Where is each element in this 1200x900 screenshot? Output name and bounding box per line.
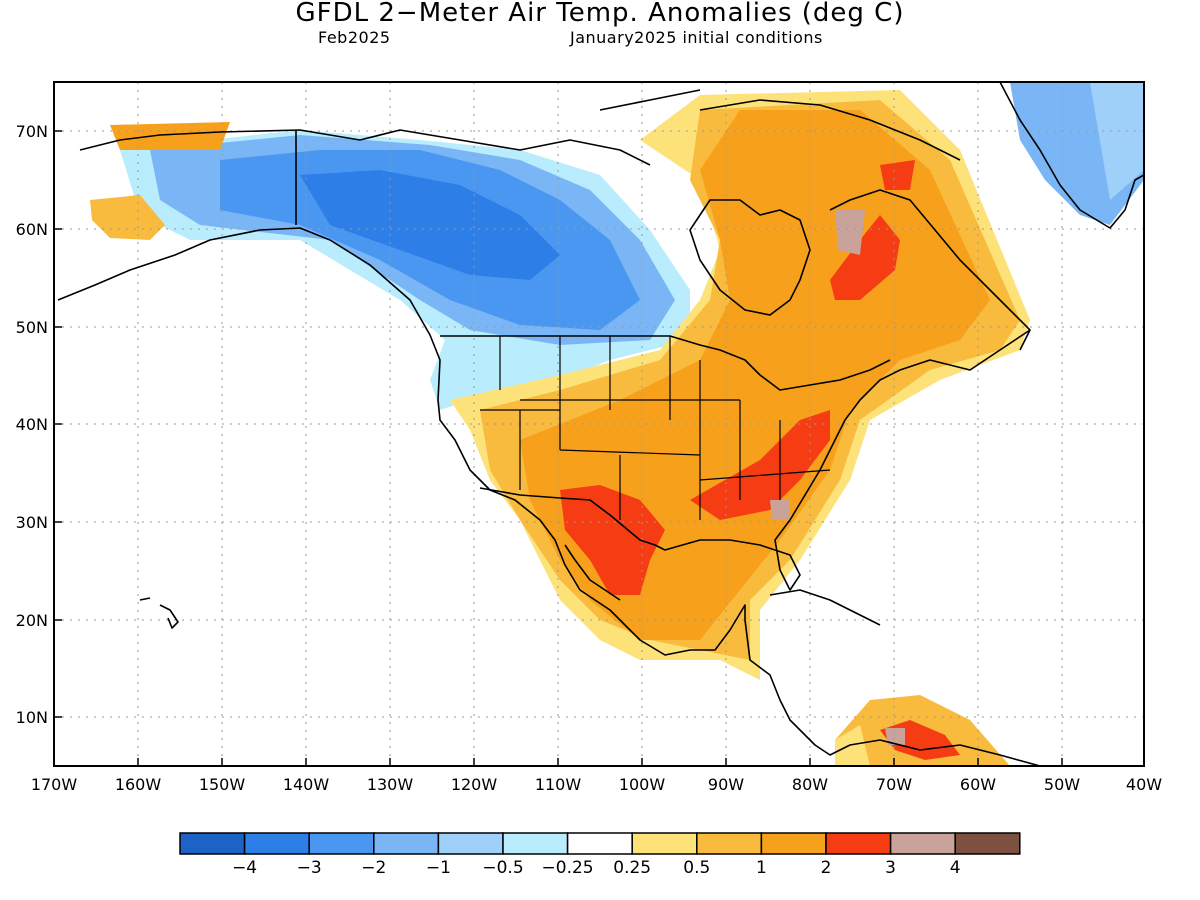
cold-region-core bbox=[300, 170, 560, 280]
colorbar-swatch bbox=[243, 832, 310, 855]
coastline-north-america bbox=[57, 227, 1041, 766]
colorbar-swatch bbox=[760, 832, 827, 855]
colorbar-label: 2 bbox=[821, 858, 832, 878]
colorbar: −4 −3 −2 −1 −0.5 −0.25 0.25 0.5 1 2 3 4 bbox=[179, 832, 1021, 878]
colorbar-swatch bbox=[696, 832, 763, 855]
colorbar-swatch bbox=[825, 832, 892, 855]
lon-label: 170W bbox=[31, 775, 78, 794]
extreme-region-quebec bbox=[835, 210, 865, 255]
hot-region-mexico bbox=[560, 485, 665, 595]
colorbar-label: −2 bbox=[361, 858, 386, 878]
colorbar-swatch bbox=[502, 832, 569, 855]
colorbar-swatch bbox=[179, 832, 246, 855]
coastline-hudson-bay bbox=[689, 199, 811, 316]
hot-region-quebec bbox=[830, 215, 900, 300]
extreme-region-georgia bbox=[770, 500, 790, 520]
lat-label: 30N bbox=[16, 513, 48, 532]
lat-label: 70N bbox=[16, 122, 48, 141]
hot-region-baffin bbox=[880, 160, 915, 190]
colorbar-label: 0.5 bbox=[683, 858, 710, 878]
colorbar-label: 4 bbox=[950, 858, 961, 878]
lon-label: 160W bbox=[115, 775, 162, 794]
colorbar-swatch bbox=[373, 832, 440, 855]
colorbar-swatch bbox=[631, 832, 698, 855]
colorbar-label: −3 bbox=[297, 858, 322, 878]
colorbar-label: 0.25 bbox=[613, 858, 651, 878]
warm-region-south-america-light bbox=[835, 725, 870, 766]
lat-label: 60N bbox=[16, 220, 48, 239]
state-borders bbox=[480, 336, 831, 520]
lat-gridlines bbox=[54, 130, 1144, 718]
coastline-gulf bbox=[564, 329, 1031, 601]
colorbar-swatch bbox=[889, 832, 956, 855]
border-us-mexico bbox=[479, 487, 656, 546]
coastline-arctic bbox=[79, 89, 961, 166]
coastline-hawaii bbox=[139, 597, 179, 629]
lon-label: 100W bbox=[619, 775, 666, 794]
cold-region-greenland-light bbox=[1090, 82, 1144, 200]
coastline-cuba bbox=[769, 589, 881, 626]
initial-conditions-label: January2025 initial conditions bbox=[570, 28, 823, 47]
colorbar-swatch bbox=[566, 832, 633, 855]
lon-label: 150W bbox=[199, 775, 246, 794]
lon-label: 40W bbox=[1126, 775, 1162, 794]
lon-gridlines bbox=[137, 82, 1063, 766]
border-us-canada bbox=[440, 335, 891, 391]
hot-region-southeast bbox=[690, 410, 830, 520]
colorbar-label: −0.5 bbox=[482, 858, 523, 878]
map-title: GFDL 2−Meter Air Temp. Anomalies (deg C) bbox=[295, 0, 905, 28]
lat-label: 10N bbox=[16, 708, 48, 727]
lon-label: 50W bbox=[1044, 775, 1080, 794]
axis-ticks bbox=[54, 130, 1063, 766]
lon-label: 130W bbox=[367, 775, 414, 794]
lat-label: 50N bbox=[16, 318, 48, 337]
colorbar-label: −4 bbox=[232, 858, 257, 878]
lon-label: 80W bbox=[792, 775, 828, 794]
valid-month-label: Feb2025 bbox=[318, 28, 391, 47]
lon-label: 60W bbox=[960, 775, 996, 794]
colorbar-label: −1 bbox=[426, 858, 451, 878]
colorbar-swatch bbox=[437, 832, 504, 855]
warm-region-alaska-north bbox=[110, 122, 230, 150]
lon-label: 140W bbox=[283, 775, 330, 794]
warm-region-alaska bbox=[90, 195, 165, 240]
coastline-labrador bbox=[829, 189, 1031, 351]
colorbar-swatch bbox=[308, 832, 375, 855]
lon-label: 110W bbox=[535, 775, 582, 794]
lon-label: 120W bbox=[451, 775, 498, 794]
anomaly-field bbox=[90, 82, 1144, 766]
coastline-greenland bbox=[999, 82, 1144, 229]
colorbar-label: 1 bbox=[756, 858, 767, 878]
lon-label: 70W bbox=[876, 775, 912, 794]
colorbar-label: −0.25 bbox=[542, 858, 594, 878]
colorbar-label: 3 bbox=[885, 858, 896, 878]
colorbar-swatch bbox=[954, 832, 1021, 855]
lat-label: 20N bbox=[16, 611, 48, 630]
lat-label: 40N bbox=[16, 415, 48, 434]
extreme-region-south-america bbox=[885, 728, 905, 745]
lon-label: 90W bbox=[708, 775, 744, 794]
